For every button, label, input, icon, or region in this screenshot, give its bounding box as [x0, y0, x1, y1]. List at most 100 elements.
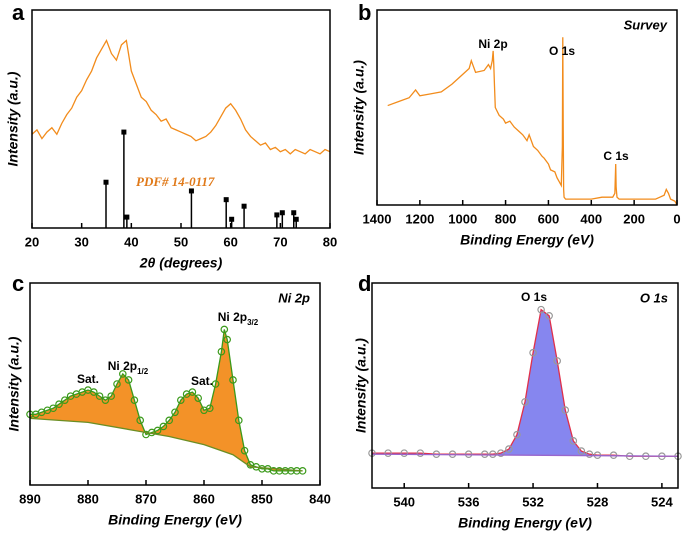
peak-annotation: C 1s [603, 149, 629, 163]
data-point [107, 392, 116, 400]
data-point [95, 392, 104, 400]
data-point [101, 396, 110, 404]
peak-annotation: O 1s [521, 290, 547, 304]
stick-cap [241, 203, 247, 209]
x-tick-label: 532 [522, 494, 544, 509]
peak-fill [372, 309, 678, 457]
plot-frame [376, 9, 678, 206]
data-point [217, 347, 226, 356]
x-tick-label: 880 [77, 491, 99, 506]
x-tick-label: 400 [580, 211, 602, 226]
stick-cap [293, 216, 299, 222]
data-point [537, 305, 545, 314]
annotation-subscript: 3/2 [247, 318, 259, 327]
peak-fill [30, 329, 303, 471]
panel-title: Survey [624, 17, 668, 32]
data-point [553, 357, 562, 365]
data-point [171, 408, 179, 417]
panel-title: Ni 2p [278, 290, 310, 305]
stick-cap [103, 179, 109, 185]
annotation-text: O 1s [521, 290, 547, 304]
stick-cap [223, 197, 229, 203]
x-tick-label: 80 [323, 234, 337, 249]
peak-annotation: Ni 2p3/2 [218, 310, 259, 326]
x-tick-label: 1200 [405, 211, 434, 226]
data-point [206, 404, 214, 413]
x-tick-label: 1400 [363, 211, 392, 226]
data-line [387, 37, 678, 206]
data-point [416, 449, 425, 457]
stick-cap [188, 188, 194, 194]
data-point [55, 400, 63, 409]
annotation-text: Ni 2p [218, 310, 247, 324]
data-point [159, 422, 168, 431]
x-tick-label: 30 [74, 234, 88, 249]
x-tick-label: 528 [587, 494, 609, 509]
data-point [235, 416, 243, 425]
stick-cap [291, 210, 297, 216]
data-point [384, 449, 392, 457]
stick-cap [121, 129, 127, 135]
x-tick-label: 860 [193, 491, 215, 506]
annotation-text: Sat. [77, 372, 99, 386]
x-tick-label: 20 [25, 234, 39, 249]
x-tick-label: 524 [651, 494, 673, 509]
x-tick-label: 70 [273, 234, 287, 249]
panel-label: c [12, 271, 24, 296]
series-label: PDF# 14-0117 [136, 174, 215, 189]
annotation-text: Sat. [191, 374, 213, 388]
data-point [505, 445, 513, 453]
data-line [29, 417, 303, 472]
x-tick-label: 50 [174, 234, 188, 249]
data-line [31, 38, 331, 155]
data-point [49, 404, 58, 413]
data-point [61, 396, 69, 404]
data-point [136, 416, 145, 425]
annotation-text: Ni 2p [478, 37, 507, 51]
data-point [585, 450, 594, 458]
x-tick-label: 1000 [448, 211, 477, 226]
panel-label: d [358, 271, 371, 296]
peak-annotation: Ni 2p1/2 [108, 359, 149, 375]
data-point [113, 380, 121, 388]
x-axis-label: Binding Energy (eV) [108, 512, 242, 528]
data-point [529, 348, 537, 357]
x-tick-label: 536 [458, 494, 480, 509]
data-point [488, 450, 497, 458]
peak-annotation: O 1s [549, 44, 575, 58]
data-line [371, 453, 679, 457]
data-point [577, 447, 586, 455]
data-point [545, 311, 553, 320]
data-point [569, 437, 578, 445]
data-point [188, 388, 197, 396]
stick-cap [274, 212, 280, 218]
data-point [211, 380, 220, 388]
y-axis-label: Intensity (a.u.) [5, 71, 21, 166]
peak-annotation: Sat. [191, 374, 213, 388]
x-tick-label: 850 [251, 491, 273, 506]
x-tick-label: 870 [135, 491, 157, 506]
data-point [521, 398, 529, 406]
x-tick-label: 600 [538, 211, 560, 226]
panel-label: b [358, 0, 371, 25]
stick-cap [124, 214, 130, 220]
y-axis-label: Intensity (a.u.) [351, 60, 367, 155]
plot-frame [31, 9, 331, 229]
annotation-text: C 1s [603, 149, 629, 163]
annotation-subscript: 1/2 [137, 367, 149, 376]
data-point [177, 396, 185, 404]
annotation-text: Ni 2p [108, 359, 137, 373]
data-point [240, 446, 249, 455]
data-point [153, 426, 162, 435]
x-axis-label: Binding Energy (eV) [458, 515, 592, 531]
data-point [119, 370, 127, 378]
x-tick-label: 40 [124, 234, 138, 249]
x-tick-label: 60 [223, 234, 237, 249]
y-axis-label: Intensity (a.u.) [6, 336, 22, 431]
x-tick-label: 0 [673, 211, 680, 226]
x-axis-label: Binding Energy (eV) [460, 232, 594, 248]
data-point [513, 430, 521, 439]
data-point [497, 449, 505, 457]
data-point [130, 396, 139, 404]
data-point [220, 325, 229, 334]
